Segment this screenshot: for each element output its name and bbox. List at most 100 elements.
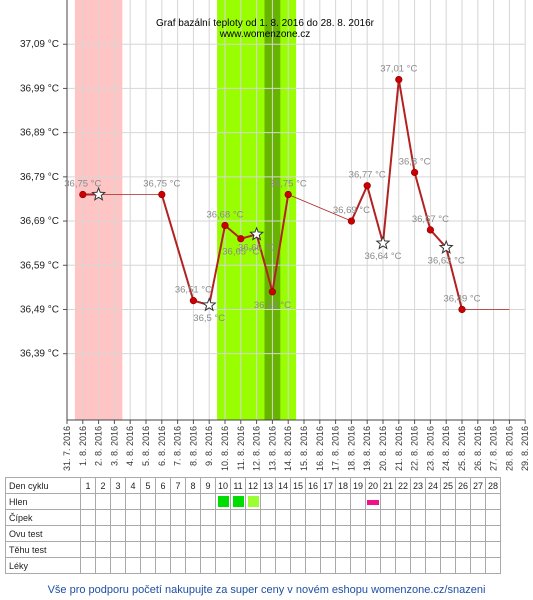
x-tick-label: 9. 8. 2016: [204, 426, 214, 466]
data-point: [458, 305, 466, 314]
table-cell: [140, 509, 156, 526]
star-marker: [201, 297, 217, 312]
table-cell: [455, 557, 471, 574]
table-cell: [290, 541, 306, 558]
table-cell: [485, 541, 501, 558]
table-cell: [185, 541, 201, 558]
table-cell: [170, 557, 186, 574]
y-tick-label: 36,89 °C: [20, 128, 59, 139]
cervical-mucus-mark: [247, 496, 259, 508]
table-cell: [350, 509, 366, 526]
series-line-segment: [288, 194, 352, 222]
table-cell: [200, 509, 216, 526]
x-tick-label: 25. 8. 2016: [457, 426, 467, 471]
series-line-segment: [382, 79, 400, 244]
table-cell: [335, 509, 351, 526]
table-cell: [140, 557, 156, 574]
table-cell: [395, 509, 411, 526]
data-label: 36,66 °C: [238, 242, 275, 253]
table-cell: [125, 525, 141, 542]
table-cell: [365, 525, 381, 542]
table-cell: [155, 509, 171, 526]
table-cell: 14: [275, 477, 291, 494]
table-cell: [380, 525, 396, 542]
x-tick-label: 22. 8. 2016: [410, 426, 420, 471]
table-cell: 28: [485, 477, 501, 494]
x-tick-label: 1. 8. 2016: [78, 426, 88, 466]
table-cell: 7: [170, 477, 186, 494]
table-cell: [410, 525, 426, 542]
data-label: 36,65 °C: [222, 247, 259, 258]
table-cell: [485, 557, 501, 574]
table-cell: [140, 525, 156, 542]
data-point: [426, 226, 435, 234]
table-cell: [395, 541, 411, 558]
x-tick-label: 18. 8. 2016: [346, 426, 356, 471]
table-cell: 2: [95, 477, 111, 494]
y-tick-label: 36,69 °C: [20, 216, 59, 227]
table-cell: 23: [410, 477, 426, 494]
table-cell: [470, 557, 486, 574]
table-cell: [455, 509, 471, 526]
table-cell: 18: [335, 477, 351, 494]
table-cell: [485, 509, 501, 526]
table-cell: [305, 493, 321, 510]
y-tick-label: 36,39 °C: [20, 349, 59, 360]
data-point: [395, 75, 403, 84]
y-tick-label: 37,09 °C: [20, 39, 59, 50]
x-tick-label: 13. 8. 2016: [267, 426, 277, 471]
table-cell: [320, 541, 336, 558]
table-cell: [185, 493, 201, 510]
table-cell: [245, 541, 261, 558]
table-cell: [380, 509, 396, 526]
x-tick-label: 27. 8. 2016: [489, 426, 499, 471]
data-label: 36,69 °C: [333, 205, 370, 216]
table-cell: [110, 525, 126, 542]
x-tick-label: 11. 8. 2016: [236, 426, 246, 470]
table-cell: [275, 541, 291, 558]
table-cell: [275, 557, 291, 574]
table-cell: [95, 509, 111, 526]
table-cell: 20: [365, 477, 381, 494]
star-marker: [375, 235, 391, 250]
table-cell: [305, 525, 321, 542]
table-cell: [230, 541, 246, 558]
table-cell: [245, 557, 261, 574]
table-cell: [155, 541, 171, 558]
data-label: 36,75 °C: [143, 179, 180, 190]
table-cell: [335, 541, 351, 558]
series-line-segment: [413, 172, 432, 231]
table-cell: [185, 509, 201, 526]
table-cell: [320, 509, 336, 526]
table-cell: [395, 493, 411, 510]
data-label: 36,75 °C: [64, 179, 101, 190]
table-cell: [260, 557, 276, 574]
footer-link[interactable]: Vše pro podporu početí nakupujte za supe…: [47, 584, 486, 596]
x-tick-label: 26. 8. 2016: [473, 426, 483, 471]
table-cell: 25: [440, 477, 456, 494]
data-label: 37,01 °C: [380, 64, 417, 75]
table-cell: [260, 493, 276, 510]
row-label: Den cyklu: [5, 477, 81, 494]
series-line-segment: [160, 194, 195, 301]
table-cell: [290, 557, 306, 574]
cycle-table: Den cyklu 1 2 3 4 5 6 7 8 9 10 11 12 13 14 15 16 17 18 19 20…: [5, 477, 501, 574]
data-point: [237, 235, 245, 243]
table-cell: [425, 541, 441, 558]
table-cell: 4: [125, 477, 141, 494]
table-cell: [305, 509, 321, 526]
table-cell: [350, 557, 366, 574]
table-cell: [425, 509, 441, 526]
cervical-mucus-mark: [367, 499, 379, 505]
table-cell: [275, 525, 291, 542]
table-cell: [140, 541, 156, 558]
table-cell: [95, 557, 111, 574]
data-point: [158, 190, 166, 199]
table-cell: 16: [305, 477, 321, 494]
table-cell: [80, 557, 96, 574]
table-cell: [395, 557, 411, 574]
table-cell: [365, 541, 381, 558]
data-label: 36,75 °C: [270, 179, 307, 190]
table-cell: 26: [455, 477, 471, 494]
table-cell: [185, 525, 201, 542]
